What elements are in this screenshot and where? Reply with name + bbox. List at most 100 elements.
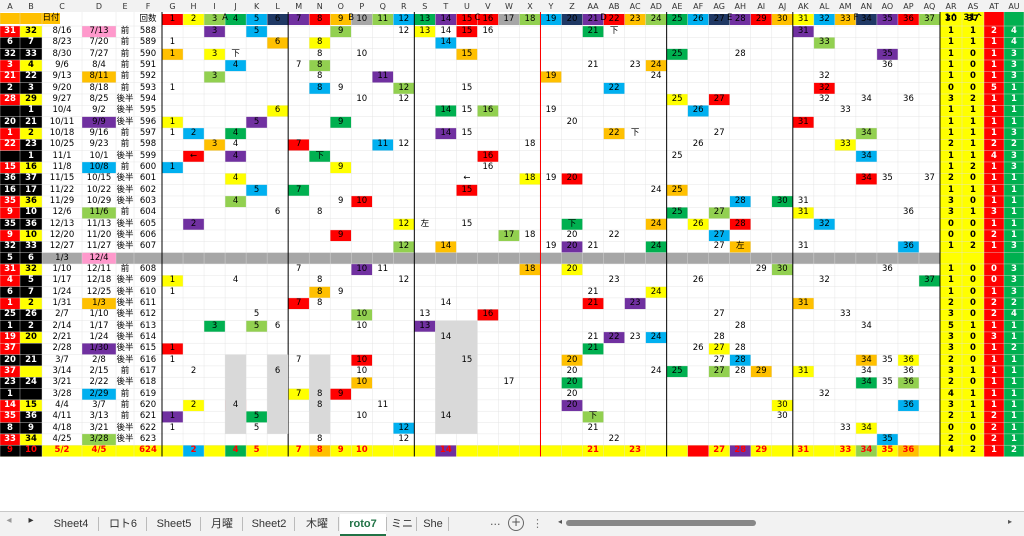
- cell-ar: 0: [948, 229, 954, 240]
- cell-round: 589: [139, 37, 157, 48]
- column-header-g[interactable]: G: [169, 2, 176, 11]
- number-cell: 28: [734, 365, 746, 376]
- column-header-ab[interactable]: AB: [608, 2, 620, 11]
- number-cell: 16: [482, 161, 494, 172]
- sheet-tab-3[interactable]: 月曜: [211, 518, 233, 530]
- cell-as: 0: [970, 331, 976, 342]
- column-header-e[interactable]: E: [122, 2, 128, 11]
- column-header-ad[interactable]: AD: [650, 2, 662, 11]
- cell-round: 605: [139, 218, 157, 229]
- number-cell: 3: [211, 26, 218, 36]
- scroll-left-icon[interactable]: ◂: [558, 517, 563, 526]
- number-cell: 8: [316, 275, 323, 286]
- column-header-d[interactable]: D: [95, 2, 103, 11]
- more-tabs-icon[interactable]: ...: [490, 515, 501, 528]
- column-header-v[interactable]: V: [485, 2, 491, 11]
- column-header-k[interactable]: K: [253, 2, 260, 11]
- column-header-an[interactable]: AN: [860, 2, 873, 11]
- cell-au: 1: [1011, 377, 1017, 388]
- column-header-m[interactable]: M: [295, 2, 303, 11]
- number-cell: 29: [755, 445, 768, 456]
- column-header-z[interactable]: Z: [569, 2, 575, 11]
- column-header-au[interactable]: AU: [1008, 2, 1020, 11]
- column-header-aa[interactable]: AA: [587, 2, 599, 11]
- column-header-t[interactable]: T: [443, 2, 449, 11]
- column-header-y[interactable]: Y: [548, 2, 554, 11]
- horizontal-scrollbar[interactable]: ◂ ▸: [558, 517, 1012, 528]
- column-header-at[interactable]: AT: [989, 2, 999, 11]
- cell-a: 20: [4, 116, 16, 127]
- cell-round: 608: [139, 263, 157, 274]
- sheet-tab-2[interactable]: Sheet5: [156, 518, 192, 530]
- column-header-h[interactable]: H: [190, 2, 197, 11]
- add-sheet-icon[interactable]: +: [508, 515, 524, 531]
- column-header-ak[interactable]: AK: [797, 2, 809, 11]
- number-cell: 9: [338, 82, 344, 93]
- cell-a: [0, 105, 20, 116]
- column-header-r[interactable]: R: [401, 2, 407, 11]
- column-header-u[interactable]: U: [463, 2, 470, 11]
- number-cell: 27: [713, 127, 725, 138]
- column-header-j[interactable]: J: [234, 2, 237, 11]
- cell-round: 606: [139, 229, 157, 240]
- cell-ar: 2: [948, 377, 954, 388]
- number-cell: 15: [461, 127, 473, 138]
- sheet-tab-6[interactable]: roto7: [340, 514, 386, 536]
- column-header-ar[interactable]: AR: [945, 2, 957, 11]
- sheet-tab-0[interactable]: Sheet4: [53, 518, 89, 530]
- cell-au: 1: [1011, 229, 1017, 240]
- sheet-tab-1[interactable]: ロト6: [108, 518, 138, 530]
- column-header-p[interactable]: P: [359, 2, 365, 11]
- number-cell: 1: [169, 343, 176, 354]
- cell-as: 2: [970, 93, 976, 104]
- cell-c: 4/25: [52, 433, 72, 444]
- column-header-f[interactable]: F: [145, 2, 151, 11]
- cell-at: 2: [991, 309, 997, 320]
- header-number-33: 33: [839, 14, 851, 24]
- column-header-ag[interactable]: AG: [713, 2, 725, 11]
- cell-c: 2/28: [52, 343, 72, 354]
- column-header-a[interactable]: A: [7, 2, 13, 11]
- number-cell: 9: [338, 229, 344, 240]
- column-header-ap[interactable]: AP: [903, 2, 914, 11]
- column-header-b[interactable]: B: [28, 2, 34, 11]
- splitter-handle-icon[interactable]: ⋮: [532, 517, 543, 530]
- sheet-tab-7[interactable]: ミニ: [391, 518, 413, 530]
- column-header-al[interactable]: AL: [819, 2, 830, 11]
- column-header-aj[interactable]: AJ: [778, 2, 787, 11]
- column-header-x[interactable]: X: [527, 2, 533, 11]
- column-header-o[interactable]: O: [337, 2, 344, 11]
- column-header-am[interactable]: AM: [839, 2, 852, 11]
- sheet-tab-4[interactable]: Sheet2: [251, 518, 287, 530]
- cell-e: 後半: [116, 173, 134, 184]
- column-header-ah[interactable]: AH: [734, 2, 746, 11]
- sheet-tab-8[interactable]: She: [423, 518, 443, 530]
- column-header-ai[interactable]: AI: [757, 2, 766, 11]
- column-header-s[interactable]: S: [422, 2, 428, 11]
- column-header-af[interactable]: AF: [693, 2, 704, 11]
- cell-at: 1: [991, 320, 997, 331]
- scroll-right-icon[interactable]: ▸: [1007, 517, 1012, 526]
- column-header-as[interactable]: AS: [967, 2, 979, 11]
- column-header-aq[interactable]: AQ: [923, 2, 936, 11]
- tab-scroll-right-icon[interactable]: ▸: [28, 515, 34, 526]
- scrollbar-thumb[interactable]: [566, 520, 756, 526]
- cell-as: 0: [970, 82, 976, 93]
- number-cell: 23: [629, 331, 641, 342]
- cell-c: 2/7: [55, 309, 69, 320]
- column-header-ac[interactable]: AC: [629, 2, 641, 11]
- column-header-n[interactable]: N: [316, 2, 323, 11]
- column-header-ae[interactable]: AE: [671, 2, 683, 11]
- column-header-l[interactable]: L: [275, 2, 280, 11]
- sheet-tab-5[interactable]: 木曜: [306, 518, 328, 530]
- column-header-ao[interactable]: AO: [881, 2, 894, 11]
- column-header-w[interactable]: W: [504, 2, 513, 11]
- number-cell: 下: [231, 48, 240, 59]
- column-header-q[interactable]: Q: [379, 2, 386, 11]
- column-header-i[interactable]: I: [213, 2, 216, 11]
- tab-scroll-left-icon[interactable]: ◂: [6, 515, 12, 526]
- cell-au: 2: [1011, 445, 1017, 456]
- column-header-c[interactable]: C: [59, 2, 65, 11]
- number-cell: 8: [316, 399, 323, 410]
